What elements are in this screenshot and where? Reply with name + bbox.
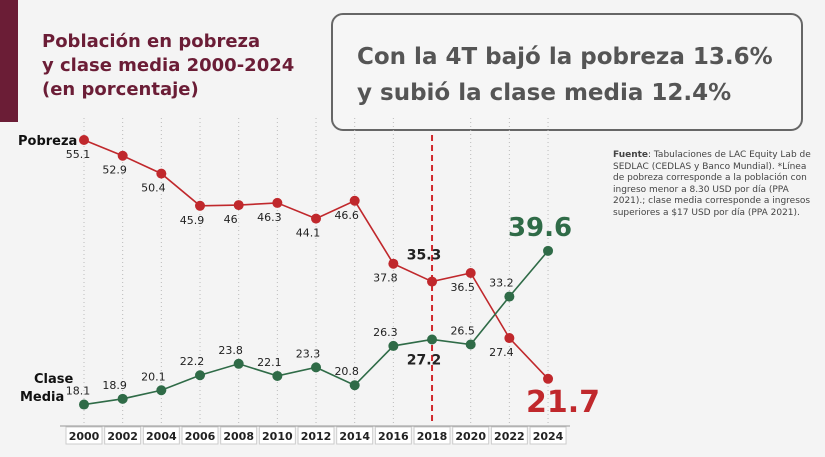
x-tick-label: 2016	[378, 430, 409, 443]
tick-box	[65, 426, 103, 445]
tick-box	[297, 426, 335, 445]
data-point	[427, 276, 438, 287]
data-point	[349, 380, 360, 391]
x-tick-label: 2022	[494, 430, 525, 443]
data-label: 23.8	[218, 344, 243, 357]
data-label: 46	[224, 213, 238, 226]
x-tick-label: 2008	[223, 430, 254, 443]
tick-box	[413, 426, 451, 445]
tick-box	[220, 426, 258, 445]
x-tick-label: 2010	[262, 430, 293, 443]
series-label-clase-media-2: Media	[20, 390, 64, 405]
data-point	[233, 358, 244, 369]
tick-box	[181, 426, 219, 445]
x-tick-label: 2012	[301, 430, 332, 443]
source-text: : Tabulaciones de LAC Equity Lab de SEDL…	[613, 150, 811, 218]
tick-box	[142, 426, 180, 445]
series-label-pobreza: Pobreza	[18, 134, 77, 149]
data-label: 26.5	[450, 324, 475, 337]
source-note: Fuente: Tabulaciones de LAC Equity Lab d…	[613, 150, 818, 219]
data-label: 55.1	[66, 148, 91, 161]
tick-box	[104, 426, 142, 445]
tick-box	[529, 426, 567, 445]
data-label: 39.6	[508, 213, 572, 243]
data-point	[543, 373, 554, 384]
data-label: 36.5	[450, 281, 475, 294]
data-point	[195, 370, 206, 381]
data-point	[117, 150, 128, 161]
data-point	[349, 195, 360, 206]
x-tick-label: 2018	[417, 430, 448, 443]
data-point	[195, 200, 206, 211]
data-point	[79, 399, 89, 410]
brand-bar	[0, 0, 18, 122]
data-label: 46.6	[334, 209, 359, 222]
data-point	[504, 291, 515, 302]
tick-box	[490, 426, 528, 445]
data-point	[272, 370, 283, 381]
x-tick-label: 2014	[339, 430, 370, 443]
x-tick-label: 2002	[107, 430, 138, 443]
chart-title: Población en pobreza y clase media 2000-…	[42, 31, 295, 100]
data-label: 18.1	[66, 385, 91, 398]
tick-box	[336, 426, 374, 445]
data-label: 46.3	[257, 211, 282, 224]
data-point	[156, 168, 167, 179]
data-label: 45.9	[180, 214, 205, 227]
data-label: 35.3	[407, 248, 442, 264]
data-label: 33.2	[489, 277, 514, 290]
x-tick-label: 2004	[146, 430, 177, 443]
data-label: 50.4	[141, 182, 166, 195]
data-label: 44.1	[296, 227, 321, 240]
data-point	[117, 393, 128, 404]
data-label: 20.1	[141, 370, 166, 383]
data-point	[272, 197, 283, 208]
x-tick-label: 2020	[455, 430, 486, 443]
data-label: 27.4	[489, 346, 514, 359]
data-label: 22.2	[180, 355, 205, 368]
tick-box	[452, 426, 490, 445]
data-label: 22.1	[257, 356, 282, 369]
series-label-clase-media-1: Clase	[34, 372, 74, 387]
data-label: 21.7	[526, 385, 600, 420]
data-point	[543, 245, 554, 256]
data-label: 18.9	[102, 379, 127, 392]
data-point	[233, 200, 244, 211]
data-point	[427, 334, 438, 345]
data-label: 20.8	[334, 365, 359, 378]
tick-box	[258, 426, 296, 445]
data-point	[79, 135, 89, 145]
data-label: 52.9	[102, 164, 127, 177]
data-point	[156, 385, 167, 396]
data-point	[388, 258, 399, 269]
data-point	[388, 340, 399, 351]
data-label: 26.3	[373, 326, 398, 339]
data-point	[504, 333, 515, 344]
data-point	[311, 362, 322, 373]
data-point	[465, 339, 476, 350]
data-label: 37.8	[373, 272, 398, 285]
source-label: Fuente	[613, 150, 649, 160]
data-label: 27.2	[407, 352, 442, 368]
callout-box: Con la 4T bajó la pobreza 13.6% y subió …	[331, 13, 803, 131]
data-label: 23.3	[296, 347, 321, 360]
x-tick-label: 2024	[533, 430, 564, 443]
x-tick-label: 2006	[185, 430, 216, 443]
data-point	[465, 267, 476, 278]
tick-box	[374, 426, 412, 445]
data-point	[311, 213, 322, 224]
x-tick-label: 2000	[69, 430, 100, 443]
